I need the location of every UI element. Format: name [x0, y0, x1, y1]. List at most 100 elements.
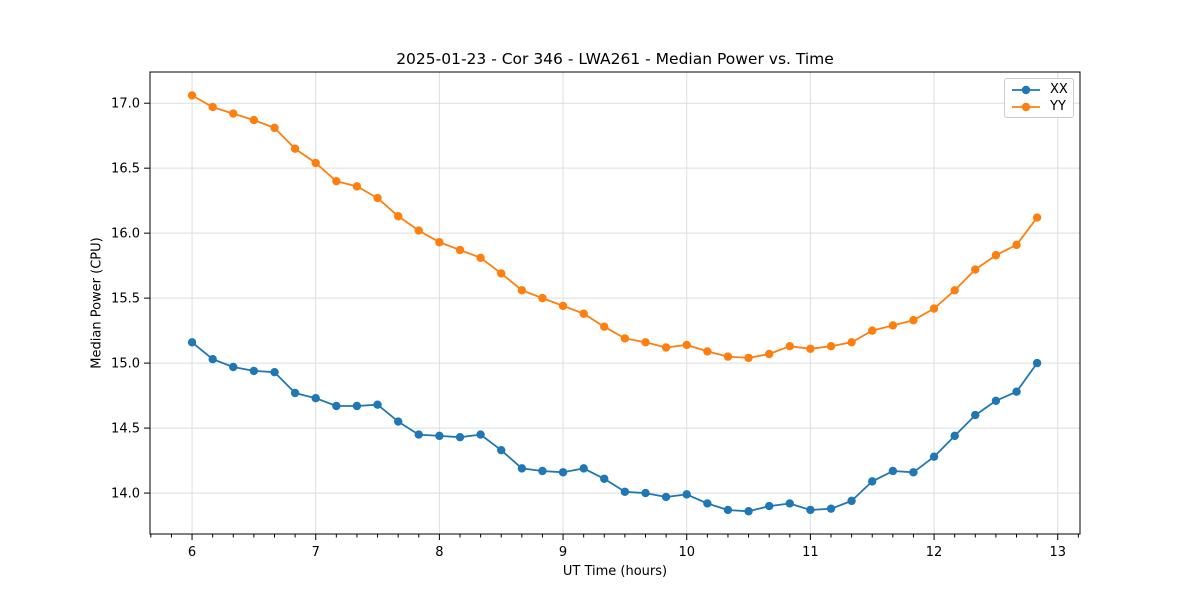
- data-point-yy: [579, 309, 588, 318]
- data-point-yy: [641, 338, 650, 347]
- data-point-xx: [373, 400, 382, 409]
- data-point-xx: [661, 492, 671, 502]
- data-point-xx: [352, 401, 362, 411]
- data-point-xx: [517, 464, 527, 473]
- data-point-xx: [703, 499, 712, 508]
- data-point-xx: [641, 488, 650, 498]
- data-point-yy: [394, 212, 403, 221]
- data-point-yy: [1012, 240, 1021, 250]
- data-point-xx: [558, 468, 568, 477]
- data-point-yy: [1032, 213, 1042, 222]
- data-point-xx: [785, 499, 794, 508]
- data-point-yy: [435, 238, 444, 247]
- data-point-yy: [352, 182, 362, 191]
- data-point-yy: [703, 347, 712, 356]
- x-tick-label: 10: [678, 545, 695, 560]
- series-line-xx: [191, 341, 1038, 513]
- data-point-yy: [765, 349, 774, 359]
- data-point-yy: [290, 144, 300, 153]
- data-point-yy: [538, 293, 547, 303]
- data-point-xx: [765, 501, 774, 511]
- data-point-xx: [1012, 387, 1021, 396]
- data-point-yy: [558, 301, 568, 311]
- data-point-xx: [806, 505, 815, 515]
- data-point-yy: [620, 334, 630, 343]
- data-point-xx: [682, 490, 691, 499]
- data-point-xx: [1032, 358, 1042, 368]
- data-point-yy: [332, 176, 341, 186]
- data-point-xx: [455, 432, 465, 442]
- x-tick-label: 8: [435, 545, 443, 560]
- data-point-xx: [229, 362, 238, 372]
- data-point-yy: [868, 326, 877, 335]
- y-tick-label: 15.5: [111, 292, 140, 307]
- data-point-xx: [723, 505, 733, 515]
- legend-line-sample-xx: [1012, 85, 1040, 94]
- legend-label-xx: XX: [1050, 82, 1068, 97]
- chart-title: 2025-01-23 - Cor 346 - LWA261 - Median P…: [396, 50, 834, 68]
- legend-label-yy: YY: [1050, 99, 1066, 114]
- data-point-xx: [497, 445, 506, 455]
- data-point-xx: [847, 496, 856, 506]
- data-point-yy: [497, 269, 506, 278]
- y-tick-label: 15.0: [111, 357, 140, 372]
- data-point-yy: [414, 226, 423, 235]
- data-point-yy: [971, 265, 980, 274]
- data-point-yy: [888, 321, 898, 330]
- data-point-yy: [661, 343, 671, 352]
- data-point-yy: [373, 193, 382, 203]
- x-tick-label: 12: [926, 545, 943, 560]
- data-point-yy: [806, 344, 815, 354]
- data-point-yy: [600, 322, 609, 331]
- data-point-yy: [187, 91, 197, 100]
- axes-spines: [149, 71, 1081, 535]
- data-point-xx: [909, 468, 918, 477]
- data-point-xx: [600, 474, 609, 483]
- y-tick-label: 17.0: [111, 97, 140, 112]
- data-point-xx: [950, 431, 959, 441]
- data-point-xx: [991, 396, 1001, 405]
- x-tick-label: 9: [559, 545, 567, 560]
- y-tick-label: 16.0: [111, 227, 140, 242]
- data-point-xx: [579, 464, 588, 473]
- data-point-xx: [270, 368, 279, 377]
- data-point-yy: [682, 340, 691, 350]
- data-point-yy: [229, 109, 238, 118]
- data-point-yy: [476, 253, 485, 263]
- data-point-xx: [394, 417, 403, 426]
- data-point-yy: [785, 342, 794, 351]
- data-point-xx: [744, 507, 753, 516]
- data-point-yy: [991, 251, 1001, 260]
- y-axis-label: Median Power (CPU): [89, 237, 105, 369]
- data-point-xx: [290, 388, 300, 398]
- data-point-yy: [744, 353, 753, 363]
- data-point-yy: [208, 102, 217, 112]
- y-tick-label: 14.5: [111, 422, 140, 437]
- data-point-xx: [435, 431, 444, 441]
- x-tick-label: 6: [188, 545, 196, 560]
- data-point-yy: [249, 115, 259, 125]
- data-point-yy: [909, 316, 918, 325]
- x-tick-label: 13: [1049, 545, 1066, 560]
- data-point-xx: [620, 487, 630, 496]
- data-point-yy: [270, 123, 279, 133]
- y-tick-label: 16.5: [111, 162, 140, 177]
- x-tick-label: 7: [312, 545, 320, 560]
- data-point-xx: [332, 401, 341, 411]
- data-point-yy: [929, 304, 939, 313]
- data-point-yy: [455, 245, 465, 255]
- data-point-xx: [249, 366, 259, 376]
- data-point-xx: [538, 466, 547, 476]
- data-point-xx: [868, 477, 877, 486]
- data-point-yy: [517, 286, 527, 295]
- data-point-xx: [476, 430, 485, 439]
- data-point-xx: [826, 504, 836, 513]
- data-point-yy: [950, 286, 959, 295]
- data-point-yy: [826, 342, 836, 351]
- data-point-xx: [414, 430, 423, 439]
- data-point-xx: [208, 355, 217, 364]
- y-tick-label: 14.0: [111, 487, 140, 502]
- legend: XX YY: [1004, 78, 1074, 118]
